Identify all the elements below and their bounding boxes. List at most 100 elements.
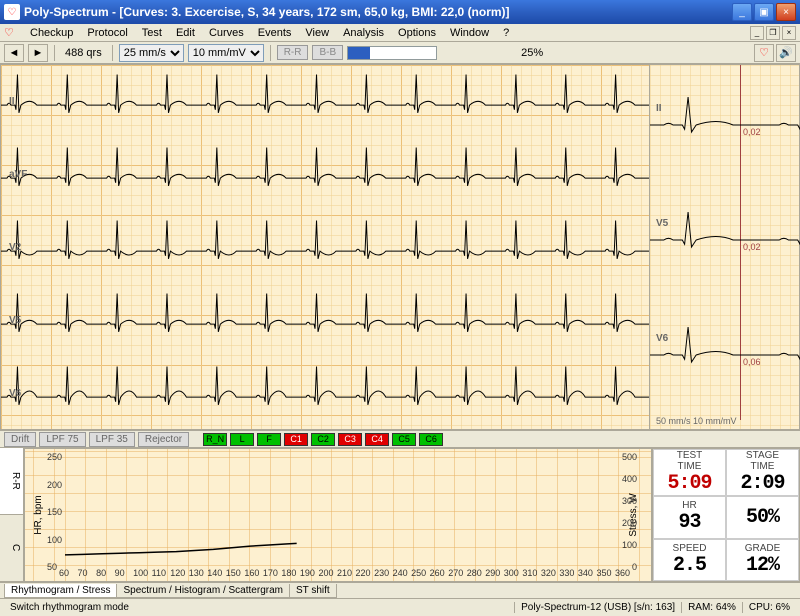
status-device: Poly-Spectrum-12 (USB) [s/n: 163] (514, 602, 681, 613)
indicator-C1: C1 (284, 433, 308, 446)
xtick: 310 (522, 568, 537, 578)
stat-grade: GRADE12% (726, 539, 799, 582)
gain-select[interactable]: 10 mm/mV (188, 44, 264, 62)
separator (54, 45, 55, 61)
ytick-r: 0 (632, 562, 637, 572)
indicator-L: L (230, 433, 254, 446)
menu-test[interactable]: Test (136, 26, 168, 40)
xtick: 320 (541, 568, 556, 578)
filter-lpf-75[interactable]: LPF 75 (39, 432, 85, 447)
sound-icon[interactable]: 🔊 (776, 44, 796, 62)
tool-next-button[interactable]: ► (28, 44, 48, 62)
close-button[interactable]: × (776, 3, 796, 21)
indicator-C4: C4 (365, 433, 389, 446)
menu-window[interactable]: Window (444, 26, 495, 40)
ytick-l: 50 (47, 562, 57, 572)
xtick: 160 (244, 568, 259, 578)
stats-panel: TESTTIME5:09STAGETIME2:09HR9350%SPEED2.5… (652, 448, 800, 582)
tab-2[interactable]: ST shift (289, 584, 337, 598)
statusbar: Switch rhythmogram mode Poly-Spectrum-12… (0, 598, 800, 616)
vertical-tabs: R-RC (0, 448, 24, 582)
ecg-row-V6: V6 (1, 357, 649, 430)
menu-checkup[interactable]: Checkup (24, 26, 79, 40)
menu-app-icon: ♡ (4, 26, 18, 40)
indicator-C5: C5 (392, 433, 416, 446)
menu-curves[interactable]: Curves (203, 26, 250, 40)
menu-view[interactable]: View (299, 26, 335, 40)
rr-button[interactable]: R-R (277, 45, 309, 60)
xtick: 290 (485, 568, 500, 578)
separator (112, 45, 113, 61)
indicator-F: F (257, 433, 281, 446)
xtick: 340 (578, 568, 593, 578)
ytick-r: 100 (622, 540, 637, 550)
menu-analysis[interactable]: Analysis (337, 26, 390, 40)
app-name: Poly-Spectrum (24, 5, 109, 19)
ecg-view-icon[interactable]: ♡ (754, 44, 774, 62)
xtick: 140 (207, 568, 222, 578)
xtick: 330 (559, 568, 574, 578)
menu-options[interactable]: Options (392, 26, 442, 40)
minimize-button[interactable]: _ (732, 3, 752, 21)
xtick: 60 (59, 568, 69, 578)
xtick: 260 (430, 568, 445, 578)
progress-bar (347, 46, 437, 60)
xtick: 80 (96, 568, 106, 578)
xtick: 350 (596, 568, 611, 578)
filter-lpf-35[interactable]: LPF 35 (89, 432, 135, 447)
xtick: 110 (152, 568, 166, 578)
progress-label: 25% (521, 47, 543, 59)
stat-test: TESTTIME5:09 (653, 449, 726, 496)
stat-value: 50% (726, 496, 799, 539)
filter-rejector[interactable]: Rejector (138, 432, 189, 447)
xtick: 90 (115, 568, 125, 578)
menu-protocol[interactable]: Protocol (81, 26, 133, 40)
app-icon: ♡ (4, 4, 20, 20)
ecg-lead-label-aVF: aVF (9, 169, 27, 180)
speed-select[interactable]: 25 mm/s (119, 44, 184, 62)
xtick: 190 (300, 568, 315, 578)
ecg-lead-label-II: II (9, 96, 15, 107)
ecg-side-panel[interactable]: 50 mm/s 10 mm/mV II0,02V50,02V60,06 (650, 64, 800, 430)
tab-0[interactable]: Rhythmogram / Stress (4, 584, 117, 598)
xtick: 300 (504, 568, 519, 578)
tool-prev-button[interactable]: ◄ (4, 44, 24, 62)
hr-chart[interactable]: HR, bpm Stress, W 5010015020025001002003… (24, 448, 652, 582)
xtick: 130 (189, 568, 204, 578)
stat-stage: STAGETIME2:09 (726, 449, 799, 496)
xtick: 210 (337, 568, 352, 578)
menu-events[interactable]: Events (252, 26, 298, 40)
bb-button[interactable]: B-B (312, 45, 343, 60)
ytick-l: 100 (47, 535, 62, 545)
status-cpu: CPU: 6% (742, 602, 796, 613)
mdi-minimize-button[interactable]: _ (750, 26, 764, 40)
ytick-l: 150 (47, 507, 62, 517)
ytick-r: 300 (622, 496, 637, 506)
vtab-r-r[interactable]: R-R (0, 448, 23, 515)
document-title: [Curves: 3. Excercise, S, 34 years, 172 … (119, 5, 509, 19)
menu-edit[interactable]: Edit (170, 26, 201, 40)
status-ram: RAM: 64% (681, 602, 742, 613)
indicator-C2: C2 (311, 433, 335, 446)
indicator-C3: C3 (338, 433, 362, 446)
ytick-r: 400 (622, 474, 637, 484)
mdi-restore-button[interactable]: ❐ (766, 26, 780, 40)
ecg-lead-label-V6: V6 (9, 388, 21, 399)
mdi-close-button[interactable]: × (782, 26, 796, 40)
xtick: 270 (448, 568, 463, 578)
xtick: 280 (467, 568, 482, 578)
xtick: 120 (170, 568, 185, 578)
vtab-c[interactable]: C (0, 515, 23, 582)
maximize-button[interactable]: ▣ (754, 3, 774, 21)
ecg-row-V5: V5 (1, 284, 649, 357)
stat-hr: HR93 (653, 496, 726, 539)
xtick: 180 (281, 568, 296, 578)
filter-drift[interactable]: Drift (4, 432, 36, 447)
tabstrip: Rhythmogram / StressSpectrum / Histogram… (0, 582, 800, 598)
xtick: 230 (374, 568, 389, 578)
xtick: 200 (318, 568, 333, 578)
tab-1[interactable]: Spectrum / Histogram / Scattergram (116, 584, 290, 598)
menu-?[interactable]: ? (497, 26, 515, 40)
ecg-main-panel[interactable]: IIaVFV2V5V6 (0, 64, 650, 430)
indicator-C6: C6 (419, 433, 443, 446)
